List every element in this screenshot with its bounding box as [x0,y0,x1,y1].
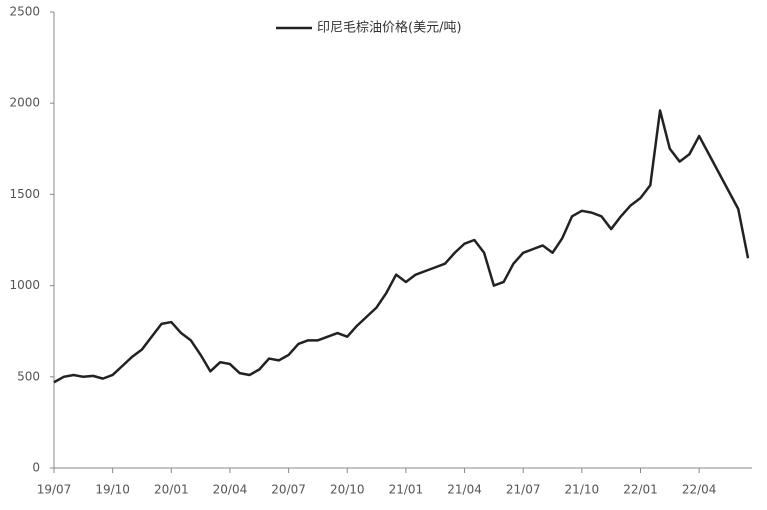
x-tick-label: 22/01 [623,483,658,497]
x-tick-label: 21/01 [389,483,424,497]
x-tick-label: 20/10 [330,483,365,497]
x-tick-label: 21/07 [506,483,541,497]
x-tick-label: 19/07 [37,483,72,497]
x-tick-label: 21/04 [447,483,482,497]
y-tick-label: 1000 [9,278,40,292]
line-series [53,109,750,384]
x-tick-label: 20/01 [154,483,189,497]
y-tick-label: 0 [32,461,40,475]
y-tick-label: 500 [17,369,40,383]
y-tick-label: 2500 [9,5,40,19]
y-tick-label: 2000 [9,96,40,110]
y-tick-label: 1500 [9,187,40,201]
x-tick-label: 21/10 [565,483,600,497]
x-tick-label: 20/04 [213,483,248,497]
x-tick-label: 19/10 [95,483,130,497]
x-tick-label: 22/04 [682,483,717,497]
legend-label: 印尼毛棕油价格(美元/吨) [317,20,462,36]
x-tick-label: 20/07 [271,483,306,497]
